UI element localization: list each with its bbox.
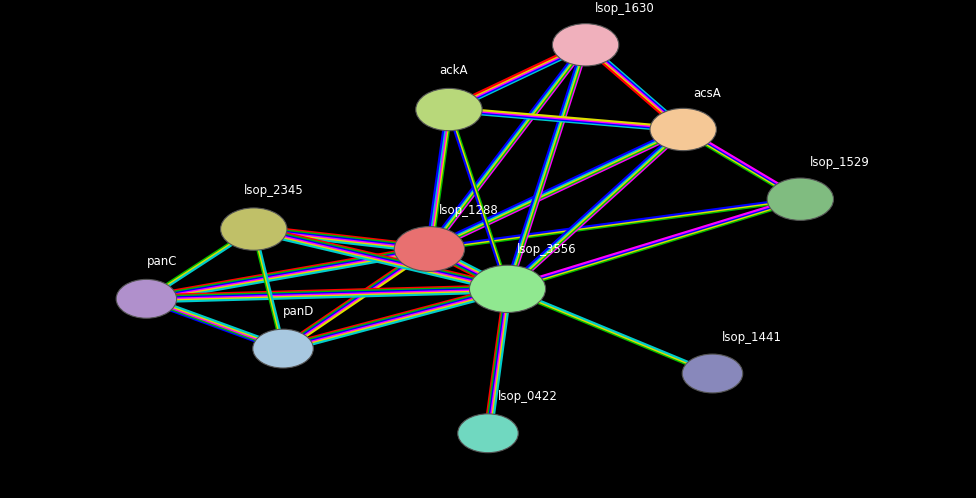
Ellipse shape (682, 354, 743, 393)
Text: lsop_3556: lsop_3556 (517, 244, 577, 256)
Text: lsop_2345: lsop_2345 (244, 184, 304, 197)
Text: panD: panD (283, 305, 314, 318)
Text: lsop_1529: lsop_1529 (810, 156, 870, 169)
Ellipse shape (394, 227, 465, 271)
Text: acsA: acsA (693, 87, 720, 100)
Text: lsop_1630: lsop_1630 (595, 2, 655, 15)
Ellipse shape (116, 279, 177, 318)
Text: ackA: ackA (439, 64, 468, 77)
Text: lsop_1288: lsop_1288 (439, 204, 499, 217)
Ellipse shape (767, 178, 834, 221)
Ellipse shape (458, 414, 518, 453)
Ellipse shape (552, 23, 619, 66)
Text: lsop_1441: lsop_1441 (722, 331, 782, 344)
Ellipse shape (416, 88, 482, 130)
Text: lsop_0422: lsop_0422 (498, 390, 557, 403)
Ellipse shape (253, 329, 313, 368)
Text: panC: panC (146, 255, 177, 268)
Ellipse shape (221, 208, 287, 250)
Ellipse shape (650, 108, 716, 150)
Ellipse shape (469, 265, 546, 313)
